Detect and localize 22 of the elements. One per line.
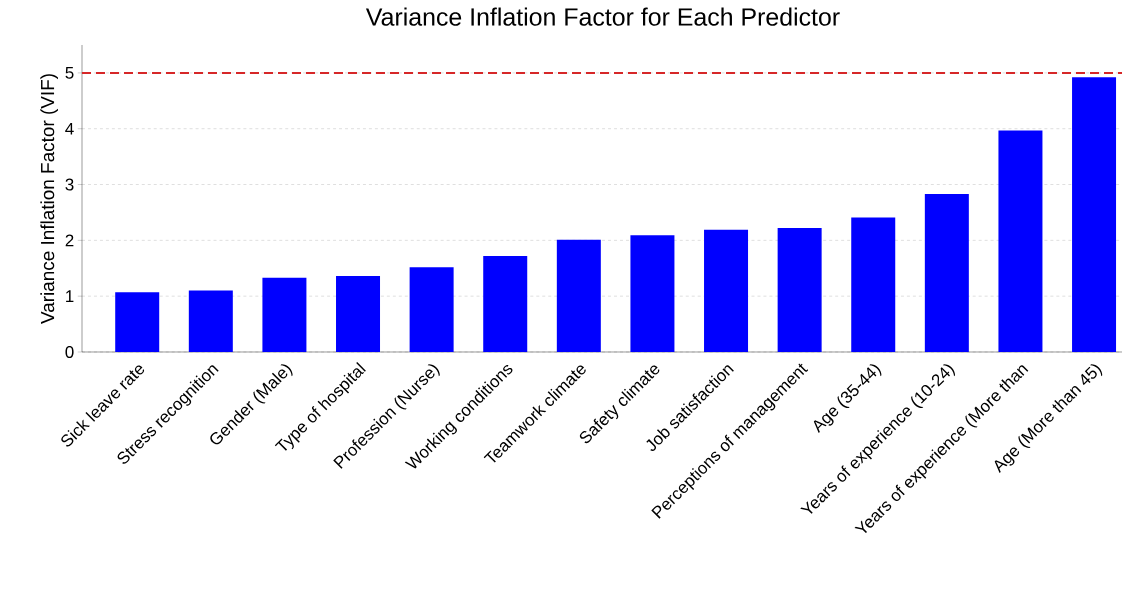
bar: [556, 239, 601, 352]
y-tick-label: 3: [65, 178, 74, 191]
bar: [115, 292, 160, 352]
bar: [998, 130, 1043, 352]
bar: [851, 217, 896, 352]
y-tick-label: 4: [65, 122, 74, 135]
bar: [409, 267, 454, 352]
bar: [483, 255, 528, 352]
y-tick-label: 2: [65, 234, 74, 247]
bar: [336, 276, 381, 352]
y-tick-label: 5: [65, 66, 74, 79]
bar: [630, 235, 675, 352]
bar: [1072, 77, 1117, 352]
bar: [188, 290, 233, 352]
bar: [777, 228, 822, 352]
bar: [262, 277, 307, 352]
bar: [924, 194, 969, 352]
y-axis-title: Variance Inflation Factor (VIF): [40, 74, 58, 324]
chart-title: Variance Inflation Factor for Each Predictor: [365, 7, 840, 26]
y-tick-label: 0: [65, 345, 74, 358]
y-tick-label: 1: [66, 290, 74, 302]
bar: [704, 229, 749, 352]
